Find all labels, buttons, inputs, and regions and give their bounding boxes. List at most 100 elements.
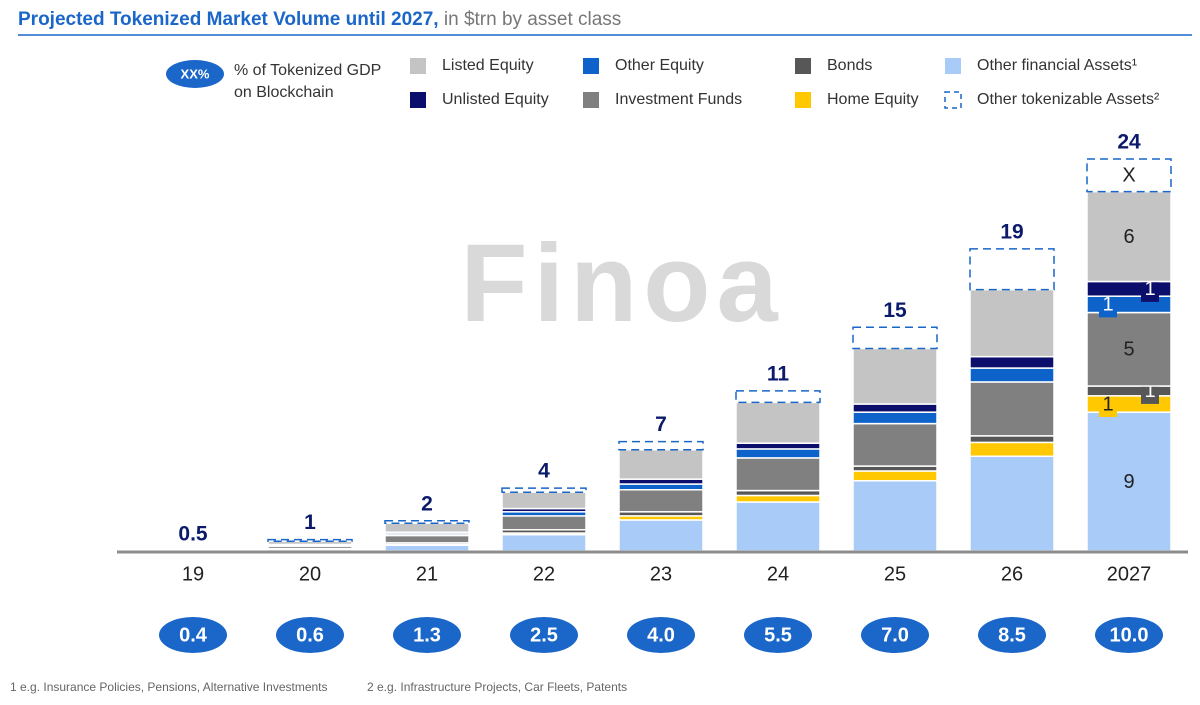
watermark: Finoa <box>460 222 783 345</box>
gdp-label: 4.0 <box>647 624 675 646</box>
bar-segment-dashed <box>501 487 587 493</box>
bar-segment <box>735 494 821 503</box>
gdp-bubble <box>393 617 461 653</box>
footnote: 2 e.g. Infrastructure Projects, Car Flee… <box>367 680 627 694</box>
bar-segment <box>852 480 938 552</box>
bar-segment <box>501 491 587 510</box>
legend-label: Other tokenizable Assets² <box>977 91 1160 108</box>
legend-label: Bonds <box>827 57 872 74</box>
x-tick-label: 21 <box>416 563 438 585</box>
bar-segment-dashed <box>852 326 938 350</box>
legend-label: Other Equity <box>615 57 704 74</box>
x-tick-label: 22 <box>533 563 555 585</box>
gdp-label: 1.3 <box>413 624 441 646</box>
value-label: X <box>1122 165 1135 187</box>
bar-segment <box>969 441 1055 458</box>
value-label: 6 <box>1123 226 1134 248</box>
bar-segment <box>735 457 821 492</box>
bar-segment <box>852 411 938 425</box>
gdp-legend-marker-label: XX% <box>181 66 210 81</box>
legend-swatch <box>583 58 599 74</box>
value-label: 1 <box>1102 294 1113 316</box>
gdp-label: 0.6 <box>296 624 324 646</box>
legend-label: Listed Equity <box>442 57 534 74</box>
total-label: 2 <box>421 492 433 515</box>
x-tick-label: 26 <box>1001 563 1023 585</box>
gdp-legend-text: % of Tokenized GDP <box>234 62 381 79</box>
gdp-label: 7.0 <box>881 624 909 646</box>
x-tick-label: 23 <box>650 563 672 585</box>
bar-segment <box>501 533 587 552</box>
legend-label: Home Equity <box>827 91 919 108</box>
gdp-label: 5.5 <box>764 624 792 646</box>
legend-label: Other financial Assets¹ <box>977 57 1137 74</box>
total-label: 19 <box>1000 220 1023 243</box>
legend-swatch <box>583 92 599 108</box>
bar-segment <box>618 519 704 552</box>
total-label: 15 <box>883 299 907 322</box>
bar-segment <box>618 483 704 491</box>
gdp-bubble <box>861 617 929 653</box>
gdp-legend-text: on Blockchain <box>234 84 334 101</box>
x-tick-label: 19 <box>182 563 204 585</box>
gdp-bubble <box>510 617 578 653</box>
bar-segment <box>852 347 938 405</box>
bar-segment <box>1086 311 1172 387</box>
bar-segment <box>618 489 704 513</box>
x-tick-label: 25 <box>884 563 906 585</box>
footnote: 1 e.g. Insurance Policies, Pensions, Alt… <box>10 680 328 694</box>
value-label: 5 <box>1123 339 1134 361</box>
legend-swatch <box>944 91 962 109</box>
total-label: 24 <box>1117 131 1141 154</box>
legend-swatch <box>795 92 811 108</box>
total-label: 11 <box>767 362 790 385</box>
bar-segment <box>969 355 1055 369</box>
bar-segment <box>267 540 353 546</box>
gdp-bubble <box>159 617 227 653</box>
legend-swatch <box>410 58 426 74</box>
title: Projected Tokenized Market Volume until … <box>18 9 439 30</box>
legend-swatch <box>795 58 811 74</box>
bar-segment <box>384 534 470 544</box>
bar-segment <box>384 544 470 552</box>
gdp-legend-marker <box>166 60 224 88</box>
bar-segment <box>1086 190 1172 283</box>
legend-label: Investment Funds <box>615 91 742 108</box>
bar-segment <box>969 455 1055 552</box>
legend-label: Unlisted Equity <box>442 91 549 108</box>
bar-segment-dashed <box>267 538 353 542</box>
value-label: 1 <box>1144 380 1155 402</box>
value-label: 1 <box>1144 278 1155 300</box>
bar-segment <box>735 501 821 552</box>
x-tick-label: 20 <box>299 563 321 585</box>
total-label: 4 <box>538 460 550 483</box>
gdp-label: 2.5 <box>530 624 558 646</box>
chart-title: Projected Tokenized Market Volume until … <box>18 9 621 30</box>
value-label: 1 <box>1102 393 1113 415</box>
value-label-box <box>1141 275 1159 302</box>
gdp-label: 8.5 <box>998 624 1026 646</box>
gdp-bubble <box>276 617 344 653</box>
bar-segment-dashed <box>1086 158 1172 193</box>
bar-segment <box>1086 411 1172 552</box>
bar-segment-dashed <box>618 440 704 451</box>
bar-segment <box>384 522 470 533</box>
bar-segment <box>969 381 1055 437</box>
bar-segment <box>618 448 704 480</box>
gdp-label: 0.4 <box>179 624 208 646</box>
bar-segment <box>852 403 938 413</box>
x-tick-label: 2027 <box>1107 563 1152 585</box>
bar-segment <box>969 288 1055 358</box>
bar-segment-dashed <box>384 520 470 524</box>
bar-segment <box>735 442 821 450</box>
total-label: 7 <box>655 413 667 436</box>
total-label: 1 <box>304 511 316 534</box>
gdp-bubble <box>1095 617 1163 653</box>
legend-swatch <box>945 58 961 74</box>
bar-segment <box>852 422 938 467</box>
gdp-bubble <box>627 617 695 653</box>
bar-segment <box>735 401 821 444</box>
value-label-box <box>1099 391 1117 417</box>
bar-segment <box>969 367 1055 383</box>
